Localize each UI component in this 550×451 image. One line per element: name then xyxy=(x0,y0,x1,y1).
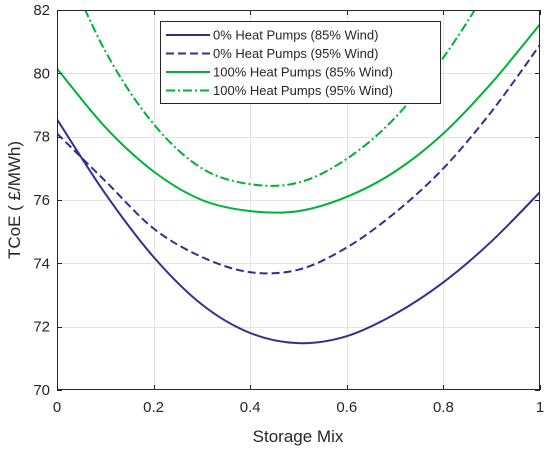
x-tick-label: 0 xyxy=(53,399,61,416)
legend-item: 0% Heat Pumps (95% Wind) xyxy=(166,46,378,61)
series-line-3 xyxy=(57,23,540,214)
x-tick-label: 0.6 xyxy=(336,399,357,416)
legend-item: 0% Heat Pumps (85% Wind) xyxy=(166,28,378,43)
legend-item: 100% Heat Pumps (95% Wind) xyxy=(166,83,393,98)
ticks: 0 0.2 0.4 0.6 0.8 1 70 72 74 76 78 80 82 xyxy=(33,2,544,416)
legend: 0% Heat Pumps (85% Wind) 0% Heat Pumps (9… xyxy=(160,21,441,104)
x-axis-label: Storage Mix xyxy=(253,427,344,446)
series-line-1 xyxy=(57,118,540,345)
x-tick-label: 0.2 xyxy=(143,399,164,416)
legend-item: 100% Heat Pumps (85% Wind) xyxy=(166,65,393,80)
x-tick-label: 0.8 xyxy=(433,399,454,416)
legend-label: 100% Heat Pumps (85% Wind) xyxy=(213,65,393,80)
y-tick-label: 78 xyxy=(33,129,50,146)
y-tick-label: 74 xyxy=(33,255,50,272)
y-tick-label: 76 xyxy=(33,192,50,209)
series-group xyxy=(57,10,540,345)
x-tick-label: 0.4 xyxy=(240,399,261,416)
legend-label: 0% Heat Pumps (85% Wind) xyxy=(213,28,378,43)
x-tick-label: 1 xyxy=(536,399,544,416)
legend-label: 100% Heat Pumps (95% Wind) xyxy=(213,83,393,98)
y-axis-label: TCoE ( £/MWh) xyxy=(5,141,24,259)
series-line-2 xyxy=(57,44,540,275)
y-tick-label: 80 xyxy=(33,65,50,82)
y-tick-label: 72 xyxy=(33,319,50,336)
y-tick-label: 70 xyxy=(33,382,50,399)
series-line-4 xyxy=(84,10,476,187)
legend-label: 0% Heat Pumps (95% Wind) xyxy=(213,46,378,61)
y-tick-label: 82 xyxy=(33,2,50,19)
